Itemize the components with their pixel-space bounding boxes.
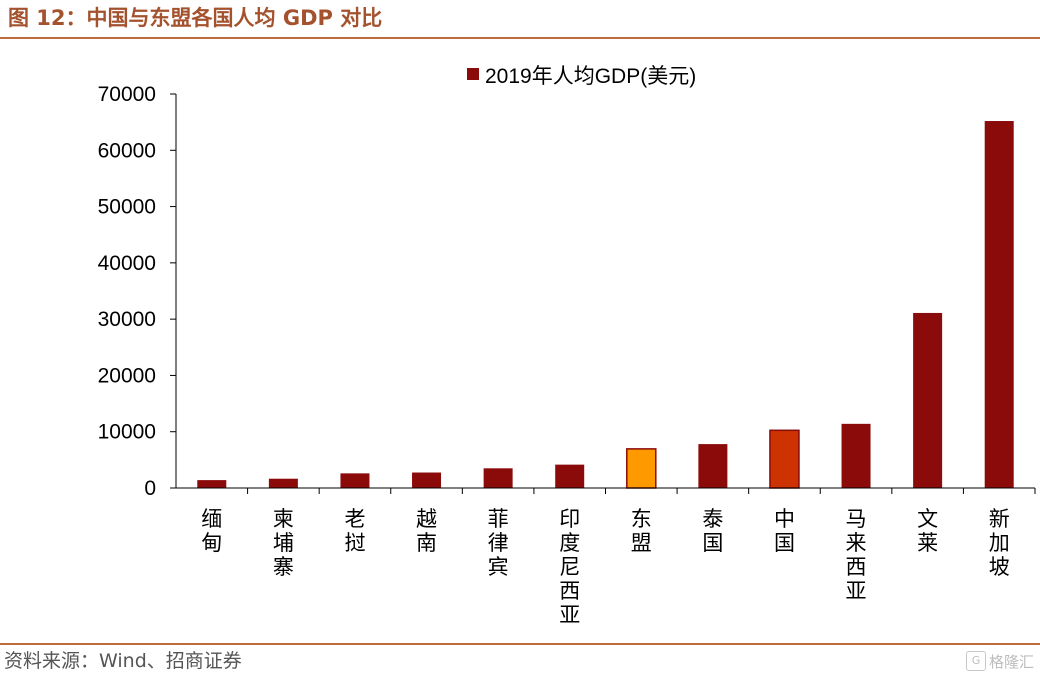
x-tick-label: 马来西亚 xyxy=(846,507,867,603)
chart-legend: 2019年人均GDP(美元) xyxy=(467,65,696,88)
x-tick-label: 印度尼西亚 xyxy=(559,507,580,627)
y-tick-label: 60000 xyxy=(98,139,156,162)
source-note: 资料来源：Wind、招商证券 xyxy=(4,650,242,672)
y-tick-label: 40000 xyxy=(98,252,156,275)
bar-9 xyxy=(769,429,800,489)
bars-group xyxy=(197,121,1014,489)
watermark: G 格隆汇 xyxy=(965,650,1034,672)
bar-4 xyxy=(412,472,442,488)
y-tick-label: 50000 xyxy=(98,196,156,219)
x-tick-label: 新加坡 xyxy=(989,507,1010,579)
x-tick-label: 泰国 xyxy=(702,507,723,555)
watermark-text: 格隆汇 xyxy=(988,652,1034,671)
x-tick-label: 越南 xyxy=(416,507,437,555)
y-tick-label: 10000 xyxy=(98,421,156,444)
x-tick-label: 文莱 xyxy=(917,507,938,555)
y-tick-label: 20000 xyxy=(98,364,156,387)
figure-title: 图 12：中国与东盟各国人均 GDP 对比 xyxy=(8,6,383,30)
bar-7 xyxy=(626,448,657,489)
x-tick-label: 东盟 xyxy=(631,507,652,555)
x-tick-label: 柬埔寨 xyxy=(273,507,294,579)
bar-8 xyxy=(698,444,728,488)
bar-6 xyxy=(555,464,585,488)
y-axis: 0 10000 20000 30000 40000 50000 60000 70000 xyxy=(98,83,177,500)
y-tick-label: 30000 xyxy=(98,308,156,331)
bar-2 xyxy=(268,478,298,488)
bottom-divider xyxy=(0,643,1040,645)
x-tick-label: 菲律宾 xyxy=(488,507,509,579)
y-tick-label: 0 xyxy=(144,477,156,500)
x-tick-label: 老挝 xyxy=(344,507,365,555)
bar-5 xyxy=(483,468,513,488)
x-tick-label: 中国 xyxy=(774,507,795,555)
bar-12 xyxy=(984,121,1014,488)
legend-label: 2019年人均GDP(美元) xyxy=(485,65,696,88)
x-tick-label: 缅甸 xyxy=(201,507,222,555)
y-tick-label: 70000 xyxy=(98,83,156,106)
bar-11 xyxy=(913,312,943,488)
bar-10 xyxy=(841,423,871,488)
x-axis: 缅甸 柬埔寨 老挝 越南 菲律宾 印度尼西亚 东盟 泰国 中国 马来西亚 文莱 新加坡 xyxy=(176,487,1036,627)
bar-1 xyxy=(197,480,227,488)
watermark-logo-icon: G xyxy=(965,651,986,671)
bar-3 xyxy=(340,473,370,488)
legend-swatch xyxy=(467,68,479,80)
top-divider xyxy=(0,37,1040,39)
